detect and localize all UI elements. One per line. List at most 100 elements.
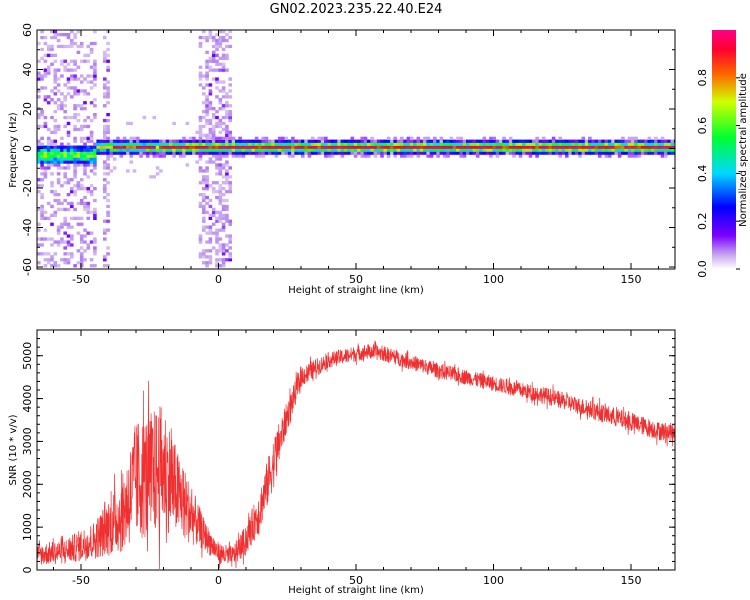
heatmap-cell <box>370 142 374 146</box>
heatmap-cell <box>205 148 209 152</box>
heatmap-cell <box>202 142 206 146</box>
heatmap-cell <box>419 145 424 149</box>
heatmap-cell <box>225 178 229 182</box>
heatmap-cell <box>314 142 318 146</box>
heatmap-cell <box>73 74 77 78</box>
heatmap-cell <box>37 139 41 143</box>
heatmap-x-tick-label: 0 <box>215 273 222 286</box>
heatmap-cell <box>512 148 516 152</box>
heatmap-cell <box>367 142 371 146</box>
heatmap-cell <box>73 184 77 188</box>
heatmap-cell <box>588 139 592 143</box>
heatmap-cell <box>159 145 163 149</box>
heatmap-cell <box>218 195 223 200</box>
heatmap-cell <box>66 157 71 161</box>
heatmap-cell <box>83 107 87 111</box>
heatmap-cell <box>89 264 94 268</box>
heatmap-cell <box>644 148 648 152</box>
heatmap-cell <box>254 148 259 152</box>
heatmap-cell <box>93 41 97 46</box>
heatmap-cell <box>40 252 44 256</box>
heatmap-cell <box>215 261 219 265</box>
heatmap-cell <box>66 121 71 126</box>
heatmap-cell <box>637 148 642 152</box>
heatmap-cell <box>218 124 223 129</box>
heatmap-cell <box>400 139 404 143</box>
heatmap-cell <box>469 151 473 155</box>
heatmap-cell <box>225 104 229 108</box>
heatmap-cell <box>489 154 493 158</box>
heatmap-cell <box>60 142 64 146</box>
heatmap-cell <box>43 74 48 78</box>
heatmap-cell <box>631 151 635 155</box>
heatmap-cell <box>40 237 44 241</box>
heatmap-cell <box>106 151 110 155</box>
heatmap-cell <box>334 142 338 146</box>
heatmap-cell <box>175 145 180 149</box>
heatmap-cell <box>495 148 500 152</box>
heatmap-cell <box>439 142 444 146</box>
heatmap-cell <box>40 178 44 182</box>
heatmap-cell <box>386 154 391 158</box>
heatmap-cell <box>254 151 259 155</box>
heatmap-cell <box>462 142 467 146</box>
heatmap-cell <box>657 148 661 152</box>
heatmap-cell <box>320 148 325 152</box>
heatmap-cell <box>634 142 638 146</box>
heatmap-cell <box>545 142 549 146</box>
heatmap-cell <box>258 142 262 146</box>
heatmap-cell <box>634 148 638 152</box>
heatmap-cell <box>594 145 599 149</box>
heatmap-cell <box>53 213 58 217</box>
heatmap-cell <box>205 50 209 54</box>
heatmap-cell <box>558 139 562 143</box>
heatmap-cell <box>231 148 236 152</box>
heatmap-cell <box>136 145 140 149</box>
heatmap-cell <box>79 139 84 143</box>
heatmap-cell <box>472 142 477 146</box>
heatmap-cell <box>40 193 44 197</box>
heatmap-cell <box>73 172 77 176</box>
heatmap-cell <box>63 175 67 179</box>
heatmap-cell <box>159 151 163 155</box>
heatmap-cell <box>568 139 572 143</box>
heatmap-cell <box>103 187 107 191</box>
heatmap-cell <box>202 35 206 40</box>
heatmap-cell <box>218 139 223 143</box>
heatmap-cell <box>607 145 612 149</box>
heatmap-cell <box>548 148 553 152</box>
heatmap-cell <box>40 243 44 247</box>
heatmap-cell <box>83 145 87 149</box>
heatmap-cell <box>205 145 209 149</box>
heatmap-cell <box>383 151 388 155</box>
heatmap-cell <box>211 77 216 81</box>
heatmap-cell <box>155 172 160 176</box>
heatmap-cell <box>162 151 166 155</box>
heatmap-cell <box>60 240 64 244</box>
heatmap-cell <box>122 148 127 152</box>
heatmap-cell <box>383 139 388 143</box>
heatmap-cell <box>40 195 44 200</box>
heatmap-cell <box>347 151 351 155</box>
heatmap-cell <box>175 142 180 146</box>
heatmap-cell <box>469 145 473 149</box>
heatmap-cell <box>515 142 520 146</box>
heatmap-cell <box>106 127 110 132</box>
heatmap-cell <box>238 151 242 155</box>
heatmap-cell <box>565 148 569 152</box>
heatmap-cell <box>208 198 213 203</box>
heatmap-cell <box>53 261 58 265</box>
heatmap-cell <box>433 142 437 146</box>
heatmap-cell <box>155 148 160 152</box>
heatmap-cell <box>60 166 64 170</box>
heatmap-cell <box>225 175 229 179</box>
heatmap-cell <box>452 148 457 152</box>
heatmap-cell <box>565 151 569 155</box>
heatmap-cell <box>112 166 117 170</box>
heatmap-cell <box>370 136 374 140</box>
heatmap-cell <box>512 142 516 146</box>
heatmap-cell <box>297 139 302 143</box>
heatmap-cell <box>357 142 361 146</box>
heatmap-cell <box>66 243 71 247</box>
heatmap-cell <box>525 139 529 143</box>
